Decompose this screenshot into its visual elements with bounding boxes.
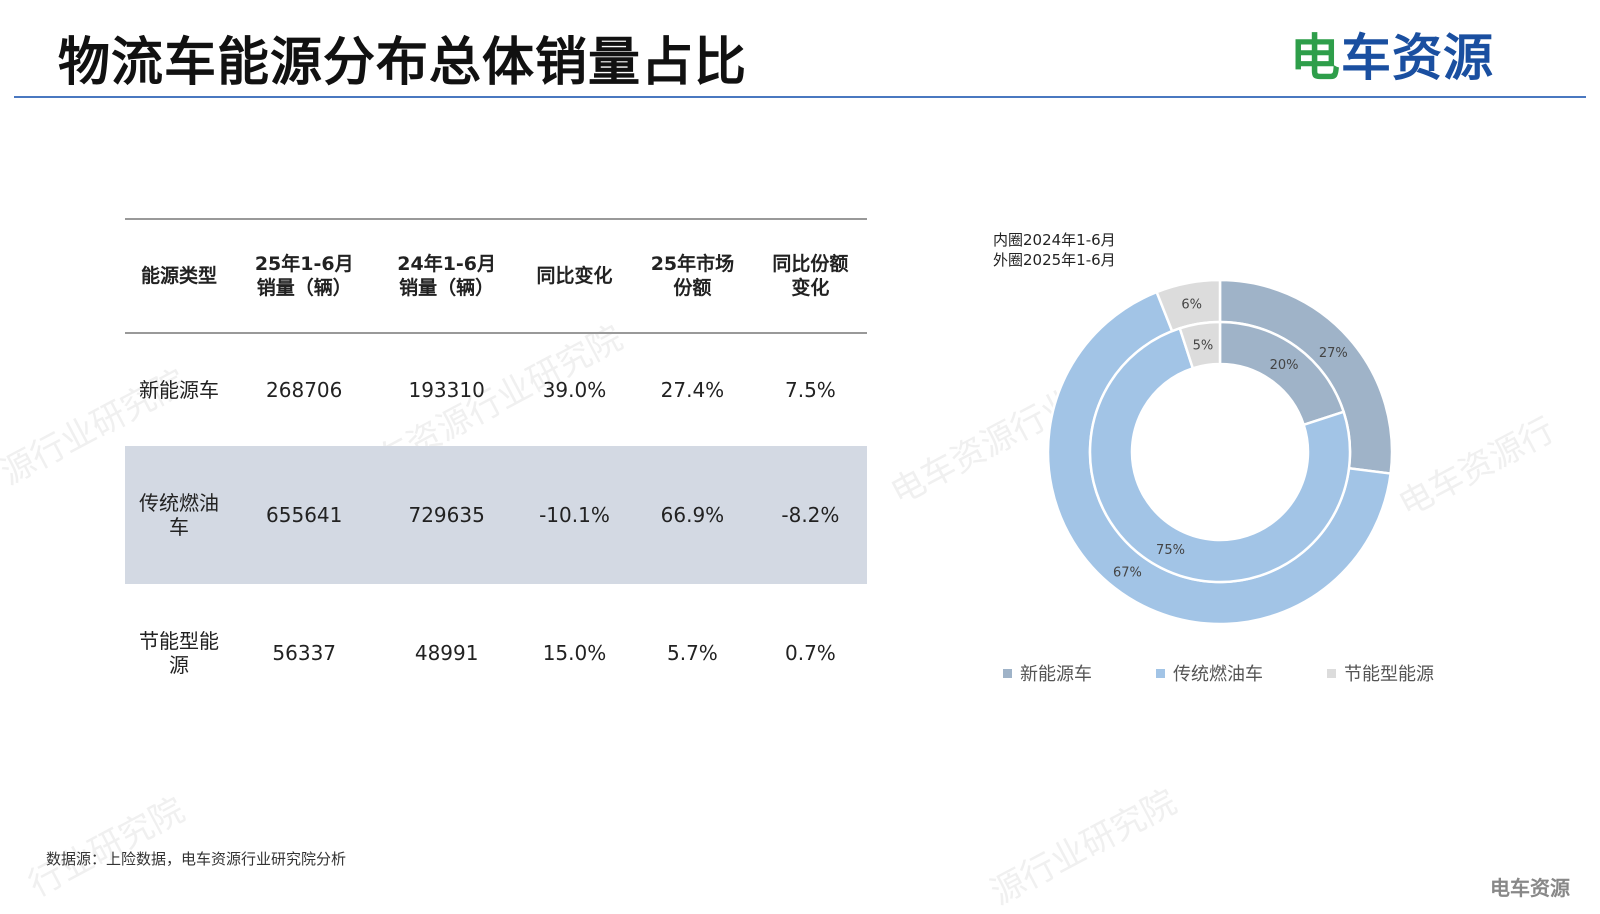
sales-table: 能源类型 25年1-6月 销量（辆） 24年1-6月 销量（辆） 同比变化 25年市…: [125, 218, 867, 722]
watermark: 源行业研究院: [984, 782, 1184, 914]
cell-share-change: 0.7%: [784, 641, 836, 665]
outer-ring-note: 外圈2025年1-6月: [993, 251, 1116, 269]
inner-slice-label-1: 75%: [1156, 543, 1185, 558]
cell-type: 节能型能源: [139, 629, 219, 677]
legend-swatch: [1003, 668, 1012, 678]
data-source-note: 数据源：上险数据，电车资源行业研究院分析: [46, 850, 347, 868]
watermark: 行业研究院: [22, 790, 192, 906]
header-divider: [14, 96, 1586, 98]
cell-sales24: 48991: [414, 641, 479, 665]
legend-swatch: [1156, 668, 1165, 678]
header-yoy: 同比变化: [517, 218, 632, 334]
cell-yoy: 39.0%: [542, 378, 607, 402]
cell-sales24: 193310: [408, 378, 485, 402]
table-row: 新能源车 268706 193310 39.0% 27.4% 7.5%: [125, 333, 867, 446]
outer-slice-label-1: 67%: [1113, 565, 1142, 580]
cell-type: 新能源车: [139, 378, 219, 402]
legend-label: 新能源车: [1020, 664, 1092, 685]
outer-slice-label-2: 6%: [1181, 298, 1202, 313]
cell-type: 传统燃油车: [125, 446, 233, 584]
donut-chart: 27% 67% 6% 20% 75% 5%: [1046, 278, 1394, 626]
legend-label: 传统燃油车: [1173, 664, 1263, 685]
inner-slice-label-2: 5%: [1193, 338, 1214, 353]
cell-share25: 27.4%: [660, 378, 725, 402]
outer-slice-label-0: 27%: [1319, 346, 1348, 361]
cell-sales24: 729635: [375, 446, 518, 584]
table-row: 节能型能源 56337 48991 15.0% 5.7% 0.7%: [125, 584, 867, 722]
cell-share-change: -8.2%: [753, 446, 867, 584]
cell-share25: 5.7%: [667, 641, 718, 665]
legend-item-fuel: 传统燃油车: [1156, 660, 1263, 686]
inner-slice-1: [1088, 326, 1352, 584]
brand-logo: 电车资源: [1290, 29, 1494, 87]
header-share-25: 25年市场 份额: [631, 218, 754, 334]
chart-note: 内圈2024年1-6月 外圈2025年1-6月: [993, 230, 1116, 270]
legend-swatch: [1327, 668, 1336, 678]
table-row: 传统燃油车 655641 729635 -10.1% 66.9% -8.2%: [125, 446, 867, 584]
legend-item-efficient: 节能型能源: [1327, 660, 1434, 686]
cell-yoy: -10.1%: [517, 446, 632, 584]
legend-label: 节能型能源: [1344, 664, 1434, 685]
footer-logo: 电车资源: [1490, 876, 1570, 900]
cell-sales25: 655641: [233, 446, 376, 584]
cell-share25: 66.9%: [631, 446, 754, 584]
header-energy-type: 能源类型: [125, 218, 233, 334]
chart-legend: 新能源车 传统燃油车 节能型能源: [1003, 660, 1498, 686]
header-sales-25: 25年1-6月 销量（辆）: [233, 218, 376, 334]
inner-slice-label-0: 20%: [1270, 358, 1299, 373]
watermark: 电车资源行: [1392, 410, 1562, 526]
inner-ring-note: 内圈2024年1-6月: [993, 231, 1116, 249]
table-header-row: 能源类型 25年1-6月 销量（辆） 24年1-6月 销量（辆） 同比变化 25年市…: [125, 218, 867, 334]
cell-sales25: 56337: [272, 641, 337, 665]
legend-item-nev: 新能源车: [1003, 660, 1092, 686]
cell-share-change: 7.5%: [784, 378, 836, 402]
header-share-change: 同比份额 变化: [753, 218, 867, 334]
header-sales-24: 24年1-6月 销量（辆）: [375, 218, 518, 334]
cell-yoy: 15.0%: [542, 641, 607, 665]
page-title: 物流车能源分布总体销量占比: [58, 33, 748, 93]
cell-sales25: 268706: [266, 378, 343, 402]
inner-slice-2: [1178, 320, 1222, 370]
